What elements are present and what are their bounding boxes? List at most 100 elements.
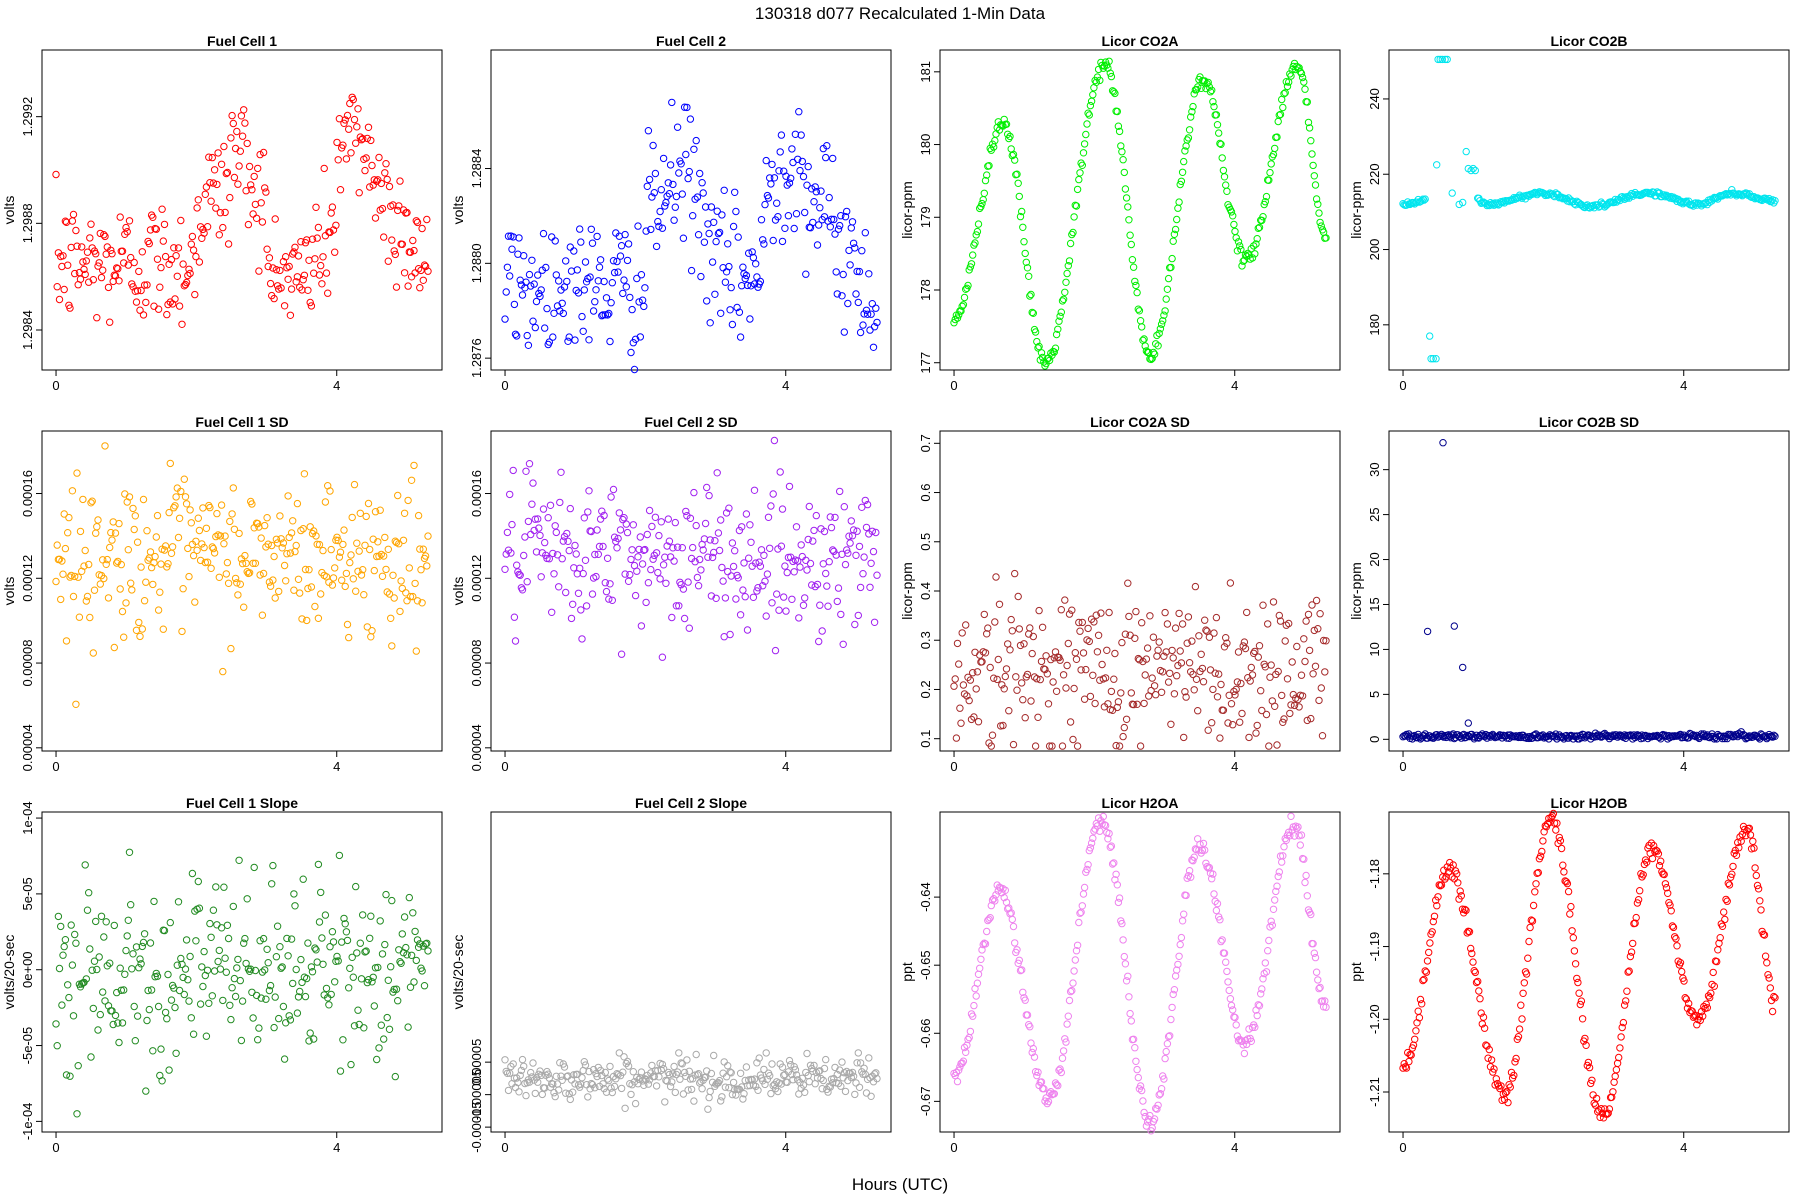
data-point (1771, 732, 1779, 740)
data-point (223, 921, 232, 929)
data-point (343, 111, 352, 120)
data-point (159, 625, 168, 633)
data-point (536, 1067, 544, 1075)
data-point (121, 490, 129, 498)
data-point (719, 577, 727, 585)
data-point (515, 570, 523, 579)
data-point (686, 115, 695, 123)
data-point (1640, 860, 1649, 869)
data-point (549, 1080, 557, 1088)
data-point (248, 988, 256, 996)
data-point (175, 302, 184, 310)
data-point (792, 1071, 801, 1079)
data-point (1290, 832, 1299, 840)
data-point (205, 999, 213, 1007)
data-point (1266, 923, 1274, 931)
data-point (525, 460, 534, 468)
data-point (556, 498, 564, 507)
data-point (675, 1049, 683, 1057)
data-point (867, 310, 875, 318)
data-point (553, 551, 562, 559)
y-tick-label: 0.00012 (20, 555, 35, 602)
data-point (976, 204, 984, 213)
data-point (1703, 200, 1712, 209)
data-point (315, 918, 324, 926)
data-point (531, 515, 539, 523)
data-point (1161, 1054, 1169, 1063)
data-point (1153, 331, 1161, 340)
data-point (967, 715, 976, 724)
data-point (215, 946, 224, 955)
data-point (1009, 150, 1018, 159)
data-point (116, 213, 124, 221)
data-point (542, 263, 550, 272)
data-point (1636, 887, 1644, 895)
data-point (1238, 709, 1246, 718)
data-point (113, 264, 121, 272)
data-point (1318, 732, 1327, 740)
data-point (1051, 344, 1060, 352)
data-point (1759, 930, 1768, 938)
data-point (1156, 1090, 1165, 1098)
data-point (970, 713, 978, 721)
data-point (1071, 956, 1080, 964)
data-point (52, 170, 60, 179)
data-point (865, 270, 873, 278)
data-point (390, 247, 398, 255)
data-point (969, 1012, 977, 1020)
data-point (277, 284, 285, 292)
data-point (1086, 692, 1095, 701)
data-point (663, 192, 671, 200)
data-point (755, 1054, 763, 1062)
data-point (1573, 974, 1581, 983)
data-point (1033, 675, 1041, 683)
y-tick-label: 220 (1367, 163, 1382, 185)
data-point (68, 487, 77, 495)
data-point (761, 577, 769, 585)
data-point (856, 328, 865, 337)
data-point (389, 571, 397, 579)
data-point (1622, 997, 1630, 1005)
data-point (1031, 328, 1040, 336)
data-point (1127, 1017, 1136, 1025)
data-point (979, 196, 987, 204)
data-point (1715, 939, 1723, 947)
data-point (389, 201, 397, 209)
data-point (1065, 996, 1074, 1005)
data-point (264, 262, 272, 271)
data-point (1083, 120, 1091, 128)
data-point (1312, 195, 1321, 203)
data-point (1303, 892, 1312, 900)
data-point (1182, 891, 1190, 900)
data-point (235, 162, 243, 170)
data-point (812, 188, 820, 196)
data-point (1269, 905, 1278, 913)
data-point (577, 606, 585, 614)
data-point (266, 279, 275, 288)
data-point (78, 980, 86, 988)
data-point (320, 164, 328, 173)
data-point (690, 1097, 698, 1105)
data-point (1050, 348, 1059, 356)
data-point (1133, 1065, 1141, 1074)
y-tick-label: 0.00012 (469, 555, 484, 602)
data-point (57, 595, 65, 604)
data-point (67, 921, 75, 929)
data-point (81, 861, 89, 869)
data-point (315, 540, 324, 549)
data-point (140, 930, 149, 938)
data-point (400, 269, 409, 277)
data-point (206, 919, 214, 928)
data-point (1195, 632, 1203, 640)
data-point (1252, 240, 1260, 248)
data-point (1211, 897, 1219, 905)
data-point (53, 1042, 61, 1050)
data-point (746, 521, 754, 529)
data-point (771, 646, 780, 655)
data-point (254, 1036, 262, 1044)
data-point (1063, 269, 1071, 278)
data-point (1217, 937, 1225, 946)
data-point (1125, 216, 1133, 224)
data-point (872, 304, 880, 312)
data-point (1598, 1109, 1607, 1117)
